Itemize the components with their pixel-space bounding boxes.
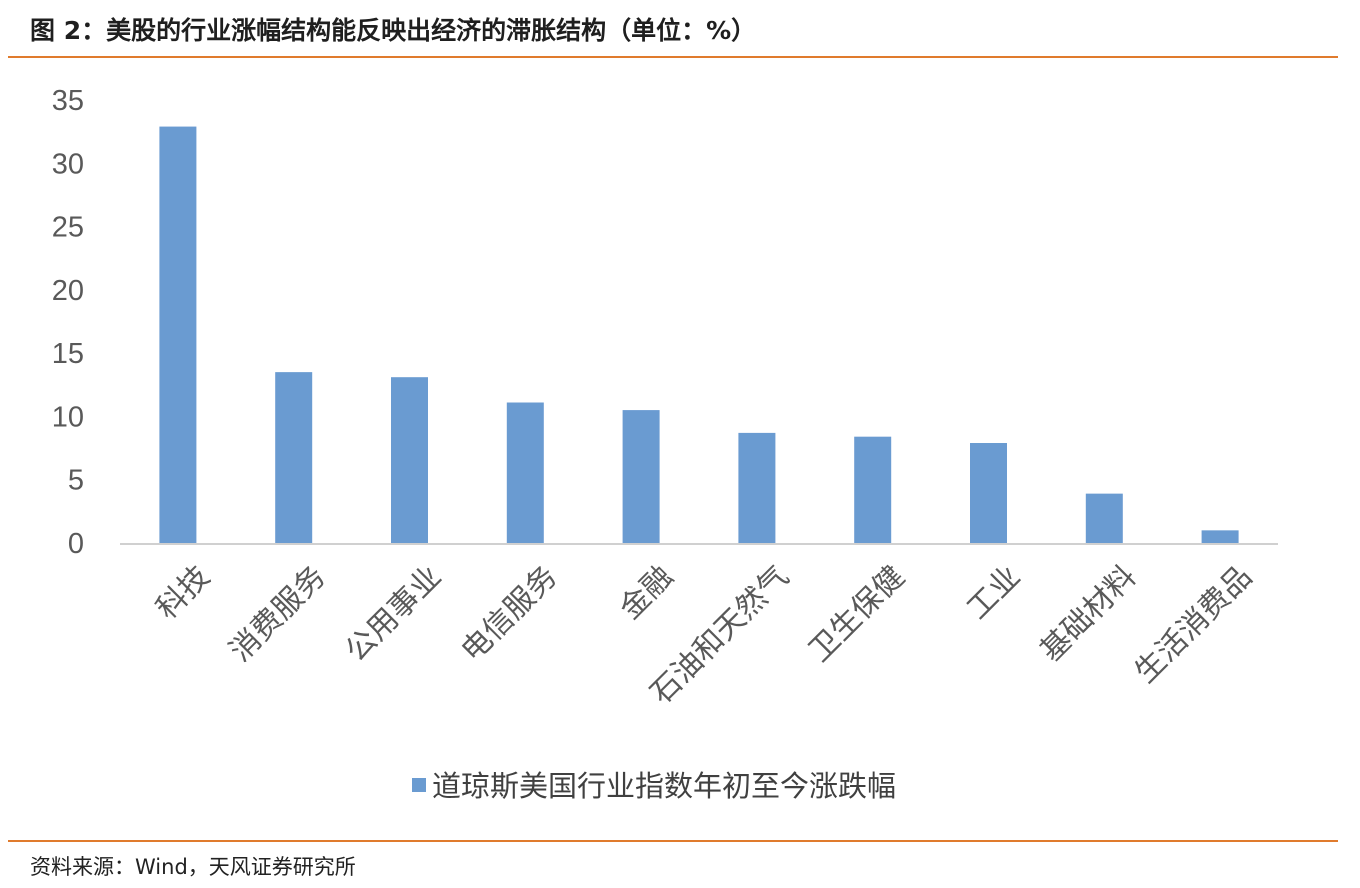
figure-title: 图 2：美股的行业涨幅结构能反映出经济的滞胀结构（单位：%） [30, 16, 757, 45]
y-axis-labels: 0 5 10 15 20 25 30 35 [52, 85, 84, 560]
legend-swatch [412, 778, 426, 792]
x-tick-label: 公用事业 [339, 559, 449, 669]
x-tick-label: 生活消费品 [1128, 559, 1259, 690]
bar [391, 377, 428, 543]
bar [622, 410, 660, 543]
source-divider [8, 840, 1338, 842]
bar [1201, 530, 1239, 543]
x-tick-label: 消费服务 [223, 559, 333, 669]
y-tick-label: 5 [68, 465, 84, 497]
legend: 道琼斯美国行业指数年初至今涨跌幅 [412, 769, 896, 803]
x-tick-label: 金融 [613, 559, 680, 626]
bar [738, 432, 776, 543]
x-tick-label: 电信服务 [455, 559, 565, 669]
x-tick-label: 卫生保健 [802, 559, 912, 669]
bar [854, 436, 892, 543]
bar [1085, 493, 1123, 543]
y-tick-label: 25 [52, 212, 84, 244]
y-tick-label: 10 [52, 401, 84, 433]
bar [275, 372, 313, 543]
y-tick-label: 30 [52, 148, 84, 180]
x-tick-label: 科技 [150, 559, 217, 626]
x-tick-label: 工业 [960, 559, 1027, 626]
source-note: 资料来源：Wind，天风证券研究所 [30, 855, 356, 879]
y-tick-label: 0 [68, 528, 84, 560]
bars [159, 126, 1239, 543]
title-divider [8, 56, 1338, 58]
x-tick-label: 基础材料 [1034, 559, 1144, 669]
legend-label: 道琼斯美国行业指数年初至今涨跌幅 [432, 769, 896, 803]
bar [506, 402, 544, 543]
y-tick-label: 15 [52, 338, 84, 370]
y-tick-label: 20 [52, 275, 84, 307]
bar [159, 126, 197, 543]
bar [970, 443, 1007, 543]
y-tick-label: 35 [52, 85, 84, 117]
